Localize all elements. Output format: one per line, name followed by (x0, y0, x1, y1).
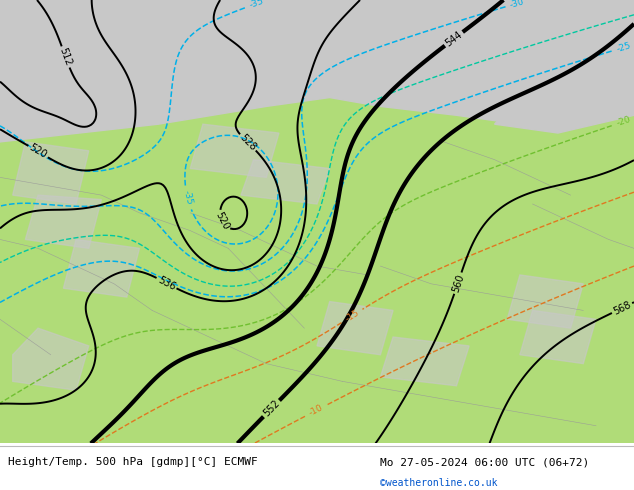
Text: Height/Temp. 500 hPa [gdmp][°C] ECMWF: Height/Temp. 500 hPa [gdmp][°C] ECMWF (8, 457, 257, 467)
Text: 512: 512 (58, 47, 74, 68)
Polygon shape (13, 142, 89, 204)
Text: 528: 528 (238, 132, 258, 152)
Text: -15: -15 (344, 308, 361, 324)
Polygon shape (241, 160, 330, 204)
Polygon shape (317, 301, 393, 355)
Text: -35: -35 (248, 0, 265, 10)
Text: 536: 536 (156, 274, 177, 292)
Polygon shape (190, 124, 279, 177)
Text: ©weatheronline.co.uk: ©weatheronline.co.uk (380, 478, 498, 488)
Text: 560: 560 (450, 273, 465, 294)
Text: 552: 552 (261, 398, 281, 419)
Text: -25: -25 (615, 41, 631, 54)
Text: 568: 568 (612, 299, 633, 317)
Text: -30: -30 (509, 0, 526, 10)
Polygon shape (495, 0, 634, 133)
Text: 544: 544 (443, 29, 464, 49)
Text: -20: -20 (615, 115, 631, 128)
Text: 520: 520 (28, 143, 49, 161)
Text: 520: 520 (214, 210, 231, 231)
Polygon shape (0, 0, 634, 142)
Text: -35: -35 (181, 190, 193, 206)
Text: Mo 27-05-2024 06:00 UTC (06+72): Mo 27-05-2024 06:00 UTC (06+72) (380, 457, 590, 467)
Polygon shape (520, 311, 596, 364)
Polygon shape (63, 240, 139, 297)
Polygon shape (456, 62, 520, 106)
Polygon shape (380, 337, 469, 386)
Polygon shape (507, 275, 583, 328)
Polygon shape (25, 195, 101, 248)
Polygon shape (13, 328, 89, 390)
Text: -10: -10 (307, 403, 325, 418)
